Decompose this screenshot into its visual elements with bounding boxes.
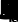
Text: Tetragonal: Tetragonal [5, 0, 18, 22]
Text: (2.3 GPa): (2.3 GPa) [7, 0, 18, 22]
Text: 600°: 600° [7, 0, 18, 22]
Text: Orthorhombic: Orthorhombic [11, 0, 18, 22]
Text: Monoclinic: Monoclinic [3, 0, 18, 22]
Text: Cubic: Cubic [9, 0, 18, 20]
Text: 2680°±15°: 2680°±15° [2, 0, 18, 16]
Text: Liquid: Liquid [5, 0, 18, 19]
Text: m = 30°/GPa: m = 30°/GPa [12, 0, 18, 22]
Text: 1200°: 1200° [2, 0, 18, 22]
Text: 2372°: 2372° [2, 0, 18, 18]
